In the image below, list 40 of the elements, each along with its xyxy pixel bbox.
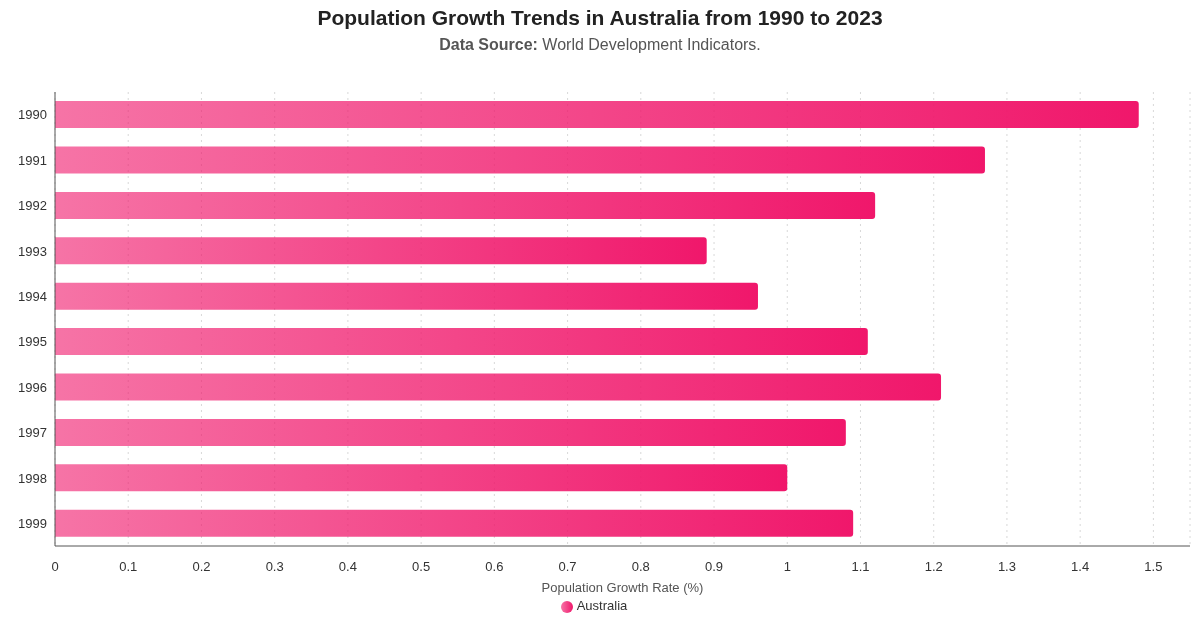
bar	[55, 373, 942, 401]
x-axis-title: Population Growth Rate (%)	[541, 580, 704, 595]
x-tick-label: 1.1	[851, 559, 870, 575]
bar	[55, 328, 868, 356]
bar	[55, 464, 788, 492]
y-tick-label: 1997	[18, 425, 47, 441]
x-tick-label: 0.1	[119, 559, 138, 575]
x-tick-label: 0.5	[412, 559, 431, 575]
bar	[55, 282, 758, 310]
y-tick-label: 1991	[18, 152, 47, 168]
bar	[55, 509, 854, 537]
x-tick-label: 0.8	[631, 559, 650, 575]
bar	[55, 237, 707, 265]
bar	[55, 418, 846, 446]
x-tick-label: 0.2	[192, 559, 211, 575]
x-tick-label: 1.2	[924, 559, 943, 575]
y-tick-label: 1994	[18, 288, 47, 304]
y-tick-label: 1995	[18, 334, 47, 350]
x-tick-label: 1.4	[1071, 559, 1090, 575]
y-tick-label: 1993	[18, 243, 47, 259]
x-tick-label: 0.4	[338, 559, 357, 575]
x-tick-label: 0.9	[704, 559, 724, 575]
bar	[55, 146, 985, 174]
chart-subtitle: Data Source: World Development Indicators.	[439, 36, 761, 53]
x-tick-label: 1.3	[997, 559, 1016, 575]
chart-title: Population Growth Trends in Australia from 1990 to 2023	[316, 6, 884, 30]
x-tick-label: 0.3	[265, 559, 284, 575]
bar	[55, 101, 1139, 129]
x-tick-label: 0	[51, 559, 59, 575]
x-tick-label: 1	[783, 559, 791, 575]
y-tick-label: 1998	[18, 470, 47, 486]
y-tick-label: 1992	[18, 198, 47, 214]
legend-label: Australia	[576, 598, 628, 613]
y-tick-label: 1999	[18, 515, 47, 531]
x-tick-label: 0.7	[558, 559, 577, 575]
y-tick-label: 1990	[18, 107, 47, 123]
bar	[55, 191, 876, 219]
x-tick-label: 0.6	[485, 559, 504, 575]
y-tick-label: 1996	[18, 379, 47, 395]
x-tick-label: 1.5	[1144, 559, 1163, 575]
